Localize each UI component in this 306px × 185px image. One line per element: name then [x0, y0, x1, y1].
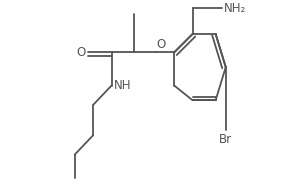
- Text: O: O: [76, 46, 86, 59]
- Text: NH₂: NH₂: [224, 2, 246, 15]
- Text: O: O: [157, 38, 166, 51]
- Text: Br: Br: [219, 132, 232, 146]
- Text: NH: NH: [114, 79, 131, 92]
